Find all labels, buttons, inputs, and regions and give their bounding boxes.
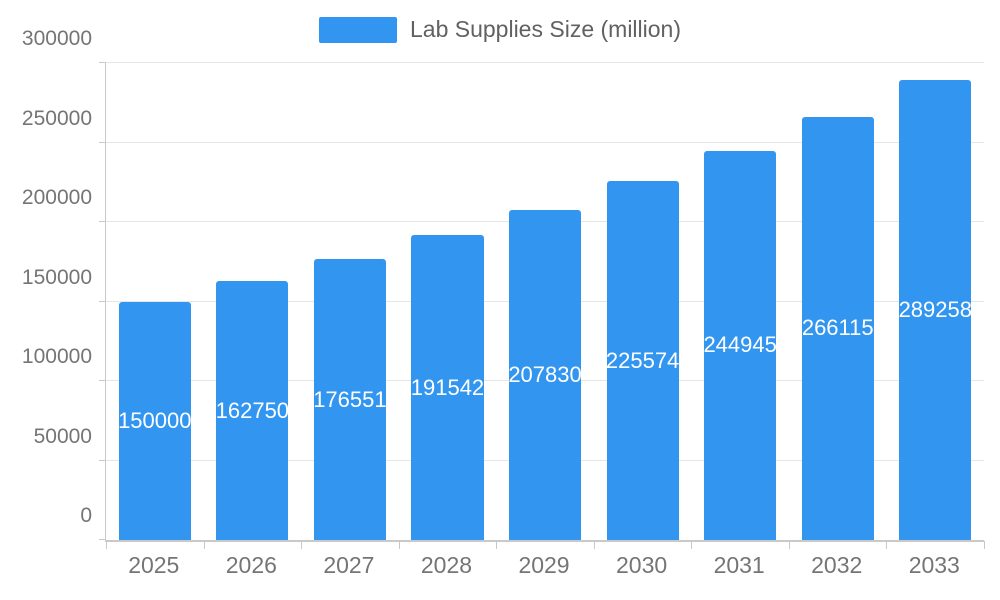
- bar-value-label: 150000: [118, 407, 192, 433]
- legend[interactable]: Lab Supplies Size (million): [0, 16, 1000, 43]
- gridline: [106, 62, 984, 63]
- y-tick-label: 250000: [21, 106, 92, 130]
- y-tick-mark: [99, 221, 106, 223]
- bar-2032[interactable]: 266115: [801, 116, 874, 540]
- bar-value-label: 289258: [898, 297, 972, 323]
- x-tick-mark: [203, 541, 205, 549]
- bar-cell-2033: 289258: [887, 63, 985, 540]
- y-tick-mark: [99, 380, 106, 382]
- bar-cell-2029: 207830: [496, 63, 594, 540]
- bar-cell-2025: 150000: [106, 63, 204, 540]
- bar-cell-2028: 191542: [399, 63, 497, 540]
- bar-value-label: 191542: [410, 374, 485, 400]
- x-tick-mark: [106, 541, 107, 549]
- bar-cell-2026: 162750: [204, 63, 302, 540]
- bar-value-label: 244945: [703, 332, 777, 358]
- x-tick-label-2032: 2032: [811, 552, 863, 578]
- gridline: [106, 141, 984, 143]
- bar-2029[interactable]: 207830: [508, 209, 582, 540]
- y-tick-label: 300000: [21, 27, 92, 50]
- legend-label: Lab Supplies Size (million): [409, 16, 681, 42]
- bar-2030[interactable]: 225574: [605, 181, 680, 540]
- y-tick-label: 100000: [21, 345, 92, 369]
- bar-2027[interactable]: 176551: [313, 259, 387, 540]
- bar-2028[interactable]: 191542: [410, 235, 485, 540]
- x-tick-label-2027: 2027: [323, 552, 375, 578]
- bar-2026[interactable]: 162750: [215, 281, 290, 540]
- y-tick-label: 0: [80, 504, 92, 527]
- x-tick-mark: [788, 541, 790, 549]
- y-tick-label: 50000: [33, 424, 92, 448]
- x-tick-label-2028: 2028: [420, 552, 473, 578]
- x-tick-label-2033: 2033: [908, 552, 960, 578]
- y-tick-mark: [99, 300, 106, 302]
- bar-2031[interactable]: 244945: [703, 150, 777, 540]
- bar-cell-2030: 225574: [594, 63, 692, 540]
- bar-2025[interactable]: 150000: [118, 301, 192, 540]
- x-tick-mark: [301, 541, 303, 549]
- x-tick-mark: [984, 541, 985, 549]
- x-tick-mark: [886, 541, 888, 549]
- bar-value-label: 162750: [215, 397, 290, 423]
- y-tick-label: 200000: [21, 186, 92, 210]
- y-tick-mark: [99, 62, 106, 63]
- legend-swatch-icon: [318, 16, 397, 43]
- x-tick-label-2029: 2029: [518, 552, 570, 578]
- y-tick-mark: [99, 459, 106, 461]
- bar-2033[interactable]: 289258: [898, 80, 972, 540]
- x-tick-mark: [593, 541, 595, 549]
- x-tick-label-2030: 2030: [616, 552, 668, 578]
- x-tick-mark: [691, 541, 693, 549]
- x-tick-mark: [496, 541, 498, 549]
- y-tick-mark: [99, 539, 106, 540]
- y-tick-mark: [99, 141, 106, 143]
- bar-value-label: 225574: [605, 347, 680, 373]
- y-tick-label: 150000: [21, 265, 92, 289]
- plot-area: 0 50000 100000 150000 200000 250000 300000 150…: [22, 27, 985, 549]
- x-tick-label-2031: 2031: [713, 552, 765, 578]
- bar-cell-2027: 176551: [301, 63, 399, 540]
- x-tick-label-2026: 2026: [225, 552, 277, 578]
- bar-value-label: 207830: [508, 361, 582, 387]
- bar-cell-2031: 244945: [691, 63, 789, 540]
- x-tick-label-2025: 2025: [128, 552, 180, 578]
- x-axis-labels: 2025 2026 2027 2028 2029 2030 2031 2032 2033: [105, 552, 983, 579]
- bars-layer: 150000 162750 176551 191542 207830 225574 2449…: [106, 63, 984, 540]
- bar-cell-2032: 266115: [789, 63, 887, 540]
- x-tick-mark: [398, 541, 400, 549]
- bar-value-label: 176551: [313, 386, 387, 412]
- bar-value-label: 266115: [801, 315, 874, 341]
